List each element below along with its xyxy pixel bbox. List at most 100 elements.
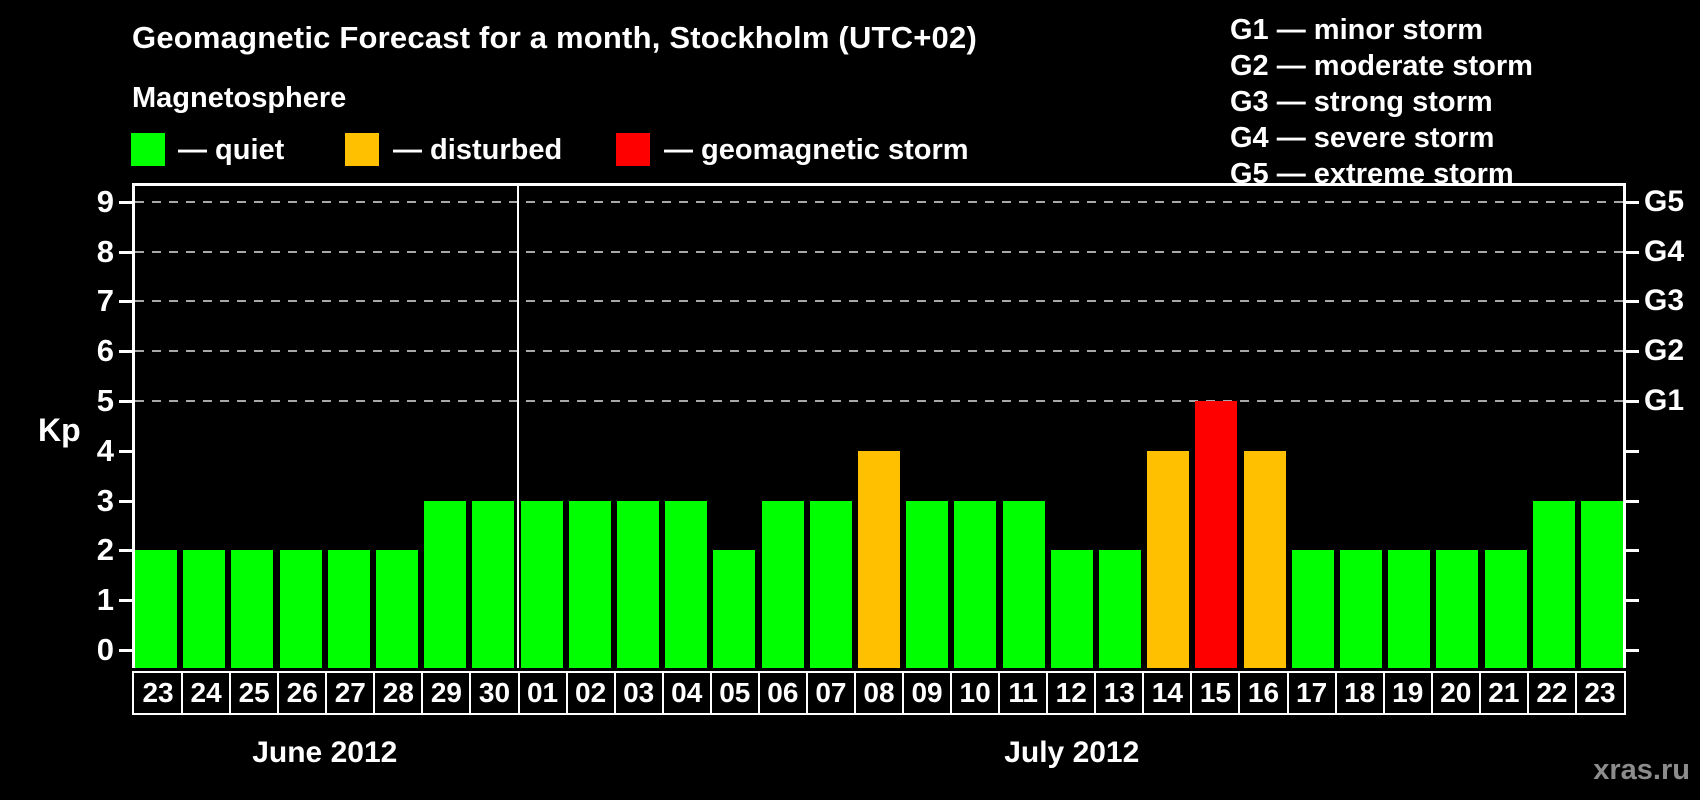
day-cell-border	[325, 673, 328, 713]
day-label-june-23: 23	[142, 677, 174, 708]
day-cell-border	[613, 673, 616, 713]
g-tick-0	[1626, 649, 1639, 652]
day-cell-border	[1142, 673, 1145, 713]
kp-bar-july-22	[1532, 500, 1575, 668]
kp-bar-july-11	[1002, 500, 1045, 668]
x-axis-day-row: 23 24 25 26 27 28 29 30 01 02 03 04 05 06 07 08 09 10 11 12…	[132, 671, 1626, 715]
day-cell-border	[1526, 673, 1529, 713]
legend-label-disturbed: — disturbed	[393, 134, 563, 166]
y-tick-label-9: 9	[96, 183, 114, 219]
day-cell-border	[661, 673, 664, 713]
gridline-kp8	[135, 250, 1623, 253]
day-cell-border	[565, 673, 568, 713]
g-tick-6	[1626, 350, 1639, 354]
day-cell-border	[1286, 673, 1289, 713]
y-tick-0	[119, 649, 132, 652]
day-cell-border	[1334, 673, 1337, 713]
y-tick-8	[119, 250, 132, 254]
day-cell-border	[1046, 673, 1049, 713]
kp-bar-july-16	[1243, 450, 1286, 668]
kp-bar-july-18	[1339, 550, 1382, 668]
kp-bar-july-04	[665, 500, 708, 668]
day-label-july-03: 03	[623, 677, 655, 708]
y-tick-7	[119, 300, 132, 304]
day-label-july-13: 13	[1103, 677, 1135, 708]
day-label-june-28: 28	[382, 677, 414, 708]
day-label-july-09: 09	[911, 677, 943, 708]
kp-bar-july-13	[1098, 550, 1141, 668]
kp-bar-june-23	[135, 550, 178, 668]
kp-bar-july-23	[1580, 500, 1623, 668]
day-cell-border	[757, 673, 760, 713]
quiet-swatch-icon	[131, 133, 165, 166]
y-tick-label-6: 6	[96, 333, 114, 369]
kp-bar-june-27	[327, 550, 370, 668]
kp-bar-june-28	[376, 550, 419, 668]
y-tick-1	[119, 599, 132, 603]
day-cell-border	[517, 673, 520, 713]
day-label-june-25: 25	[238, 677, 270, 708]
kp-bar-july-21	[1484, 550, 1527, 668]
kp-bar-july-05	[713, 550, 756, 668]
day-label-july-14: 14	[1151, 677, 1183, 708]
storm-scale-g1: G1 — minor storm	[1230, 14, 1483, 46]
day-cell-border	[1430, 673, 1433, 713]
day-label-july-08: 08	[863, 677, 895, 708]
day-cell-border	[181, 673, 184, 713]
gridline-kp5	[135, 400, 1623, 402]
day-label-july-16: 16	[1247, 677, 1280, 708]
day-cell-border	[421, 673, 424, 713]
storm-scale-g4: G4 — severe storm	[1230, 122, 1495, 154]
day-cell-border	[1382, 673, 1385, 713]
day-label-june-27: 27	[334, 677, 366, 708]
gridline-kp6	[135, 350, 1623, 353]
legend-label-storm: — geomagnetic storm	[664, 134, 969, 166]
y-tick-5	[119, 400, 132, 403]
day-label-july-20: 20	[1440, 677, 1472, 708]
day-label-july-21: 21	[1488, 677, 1520, 708]
g-tick-5	[1626, 400, 1639, 403]
day-label-july-19: 19	[1392, 677, 1424, 708]
day-label-july-01: 01	[526, 677, 559, 708]
day-cell-border	[277, 673, 280, 713]
month-label-june: June 2012	[252, 736, 398, 769]
month-label-july: July 2012	[1004, 736, 1140, 769]
kp-bar-july-06	[761, 500, 804, 668]
kp-bar-july-08	[858, 450, 900, 668]
day-cell-border	[1478, 673, 1481, 713]
magnetosphere-legend-title: Magnetosphere	[132, 82, 347, 114]
y-tick-label-8: 8	[96, 233, 114, 269]
storm-swatch-icon	[616, 133, 650, 166]
gridline-kp9	[135, 200, 1623, 203]
day-cell-border	[998, 673, 1001, 713]
storm-scale-g3: G3 — strong storm	[1230, 86, 1493, 118]
day-label-july-11: 11	[1008, 677, 1038, 708]
kp-bar-june-29	[424, 500, 467, 668]
day-cell-border	[902, 673, 905, 713]
month-separator-line	[516, 186, 519, 668]
day-cell-border	[469, 673, 472, 713]
day-cell-border	[950, 673, 953, 713]
g-axis-label-G1: G1	[1644, 384, 1685, 417]
day-label-july-02: 02	[575, 677, 607, 708]
kp-bar-june-24	[183, 550, 226, 668]
day-label-july-17: 17	[1296, 677, 1328, 708]
day-label-july-18: 18	[1344, 677, 1376, 708]
kp-bar-july-12	[1050, 550, 1093, 668]
gridline-kp7	[135, 300, 1623, 303]
y-tick-label-3: 3	[96, 482, 114, 518]
kp-bar-july-02	[568, 500, 611, 668]
day-label-june-24: 24	[190, 677, 222, 708]
kp-bar-july-19	[1388, 550, 1431, 668]
g-tick-2	[1626, 549, 1639, 553]
kp-bar-july-20	[1436, 550, 1479, 668]
day-label-july-22: 22	[1536, 677, 1568, 708]
kp-bar-june-30	[472, 500, 515, 668]
day-label-july-06: 06	[767, 677, 799, 708]
g-tick-9	[1626, 200, 1639, 204]
y-tick-9	[119, 200, 132, 204]
y-tick-label-7: 7	[96, 283, 114, 319]
y-tick-3	[119, 499, 132, 503]
g-axis-label-G3: G3	[1644, 284, 1685, 318]
day-label-july-23: 23	[1584, 677, 1616, 708]
